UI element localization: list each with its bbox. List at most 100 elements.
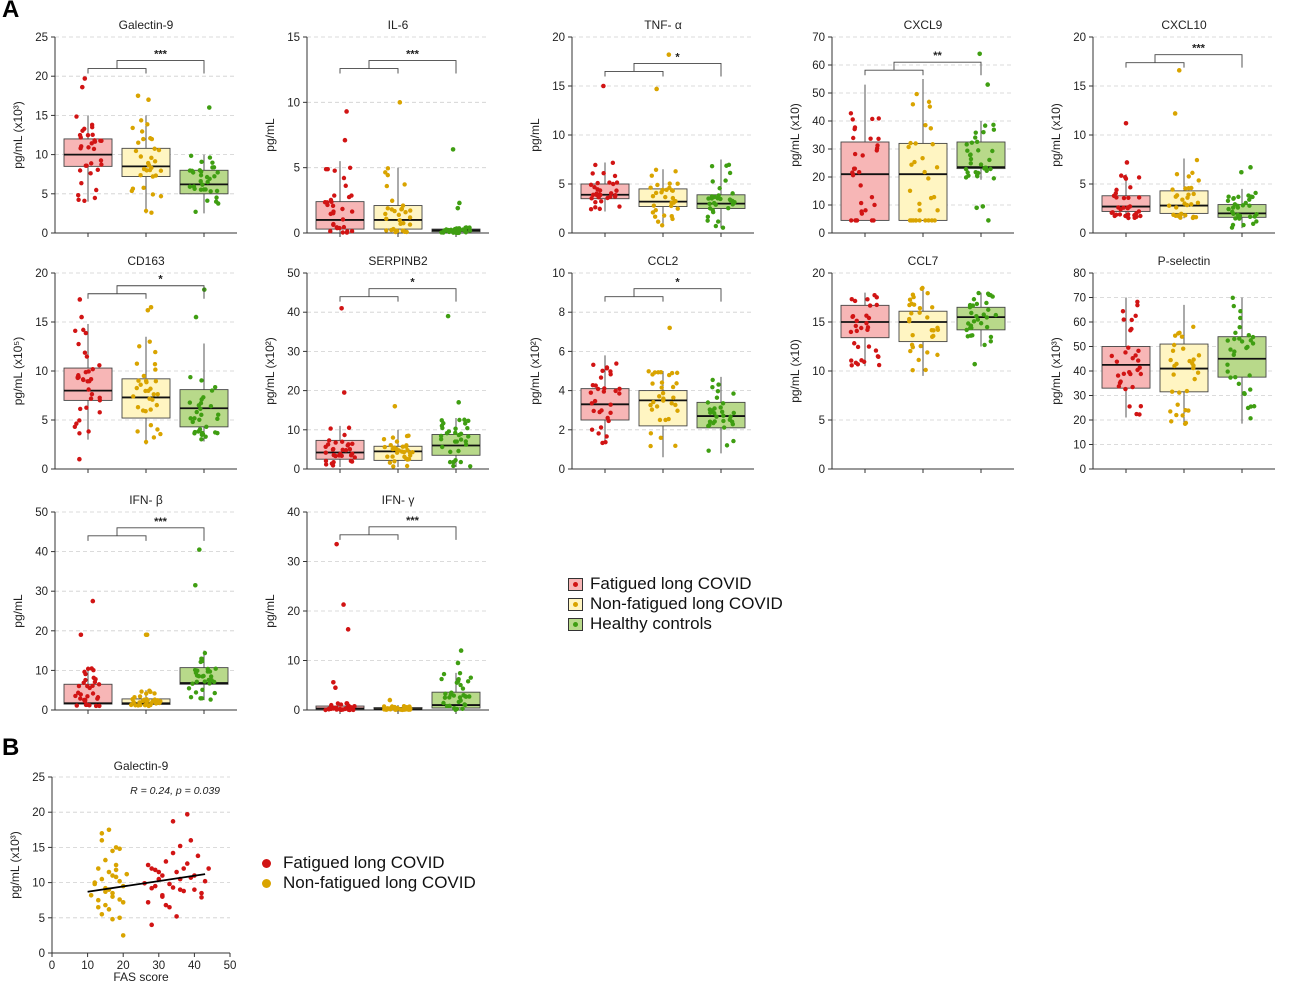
point-nonfatigued xyxy=(674,370,680,376)
point-nonfatigued xyxy=(135,405,141,410)
point-fatigued xyxy=(1120,309,1126,314)
point-nonfatigued xyxy=(926,176,931,181)
point-fatigued xyxy=(854,218,859,223)
point-nonfatigued xyxy=(669,370,675,376)
point-nonfatigued xyxy=(134,385,139,391)
point-fatigued xyxy=(335,701,341,706)
point-fatigued xyxy=(850,314,856,319)
point-nonfatigued xyxy=(654,404,660,409)
point-healthy xyxy=(193,690,199,695)
point-fatigued xyxy=(340,447,345,453)
point-fatigued xyxy=(604,365,610,370)
boxplot-ccl2: 0 2 4 6 8 10 CCL2 pg/mL (x10²) * xyxy=(528,254,754,476)
point-healthy xyxy=(439,676,444,682)
y-tick-label: 10 xyxy=(812,366,825,378)
point-fatigued xyxy=(76,193,81,198)
y-tick-label: 0 xyxy=(1080,228,1086,240)
y-tick-label: 40 xyxy=(287,307,300,319)
point-nonfatigued xyxy=(385,454,390,459)
point-fatigued xyxy=(76,341,81,347)
outlier-point-healthy xyxy=(455,660,461,666)
outlier-point-fatigued xyxy=(90,598,96,604)
point-healthy xyxy=(195,668,200,673)
point-healthy xyxy=(727,170,733,176)
point-nonfatigued xyxy=(381,704,387,709)
point-fatigued xyxy=(614,188,619,193)
point-nonfatigued xyxy=(917,201,922,206)
point-fatigued xyxy=(323,167,329,172)
point-nonfatigued xyxy=(1175,402,1180,407)
y-tick-label: 0 xyxy=(39,948,45,960)
point-healthy xyxy=(1252,214,1258,219)
point-fatigued xyxy=(866,315,872,321)
point-nonfatigued xyxy=(382,444,387,450)
point-nonfatigued xyxy=(908,348,913,354)
x-tick-label: 10 xyxy=(81,960,94,972)
point-nonfatigued xyxy=(399,449,405,454)
point-healthy xyxy=(707,201,712,207)
y-tick-label: 60 xyxy=(812,60,825,72)
legend-b-item-nonfatigued: Non-fatigued long COVID xyxy=(260,873,476,893)
point-healthy xyxy=(991,127,997,132)
point-fatigued xyxy=(1121,317,1126,322)
y-tick-label: 15 xyxy=(1073,81,1086,93)
y-tick-label: 20 xyxy=(287,386,300,398)
point-healthy xyxy=(1248,194,1254,199)
point-nonfatigued xyxy=(658,435,664,441)
point-nonfatigued xyxy=(392,459,397,464)
point-nonfatigued xyxy=(935,208,940,213)
point-healthy xyxy=(439,230,444,235)
point-healthy xyxy=(1225,362,1230,367)
outlier-point-fatigued xyxy=(342,137,348,143)
point-healthy xyxy=(451,463,456,469)
point-healthy xyxy=(198,406,203,411)
point-fatigued xyxy=(346,425,352,430)
scatter-point-fatigued xyxy=(199,895,204,900)
point-fatigued xyxy=(341,175,347,181)
point-nonfatigued xyxy=(1169,389,1175,394)
legend-label-nonfatigued: Non-fatigued long COVID xyxy=(590,594,783,613)
x-axis-label: FAS score xyxy=(113,970,169,984)
boxplot-cd163: 0 5 10 15 20 CD163 pg/mL (x10⁵) * xyxy=(11,254,237,476)
outlier-point-healthy xyxy=(197,547,202,552)
point-nonfatigued xyxy=(908,140,913,146)
y-tick-label: 0 xyxy=(1080,464,1086,476)
point-fatigued xyxy=(612,173,618,179)
point-healthy xyxy=(199,159,204,165)
scatter-point-fatigued xyxy=(152,883,158,889)
point-fatigued xyxy=(341,224,347,230)
point-fatigued xyxy=(86,369,91,374)
y-tick-label: 10 xyxy=(32,878,45,890)
scatter-point-fatigued xyxy=(149,922,154,928)
point-nonfatigued xyxy=(145,122,150,127)
point-fatigued xyxy=(323,462,329,467)
point-healthy xyxy=(968,156,974,162)
point-healthy xyxy=(970,333,975,338)
outlier-point-nonfatigued xyxy=(145,307,151,313)
significance-label: *** xyxy=(406,515,420,527)
point-healthy xyxy=(965,148,970,153)
point-fatigued xyxy=(73,328,78,333)
point-nonfatigued xyxy=(384,216,389,222)
point-fatigued xyxy=(595,386,601,392)
point-nonfatigued xyxy=(400,444,406,449)
point-nonfatigued xyxy=(650,194,656,199)
point-nonfatigued xyxy=(137,700,142,705)
point-healthy xyxy=(1250,334,1256,340)
point-fatigued xyxy=(588,390,594,395)
scatter-point-fatigued xyxy=(181,866,187,871)
point-healthy xyxy=(988,334,994,340)
point-nonfatigued xyxy=(907,316,912,322)
y-tick-label: 5 xyxy=(294,163,300,175)
point-fatigued xyxy=(343,183,348,188)
point-nonfatigued xyxy=(1171,342,1177,348)
point-fatigued xyxy=(340,230,346,235)
legend-b-item-fatigued: Fatigued long COVID xyxy=(260,853,476,873)
point-nonfatigued xyxy=(402,707,408,712)
point-healthy xyxy=(984,315,990,320)
point-nonfatigued xyxy=(907,297,913,302)
point-nonfatigued xyxy=(150,174,156,179)
scatter-point-nonfatigued xyxy=(113,867,119,873)
point-fatigued xyxy=(851,135,856,141)
y-tick-label: 30 xyxy=(1073,391,1086,403)
